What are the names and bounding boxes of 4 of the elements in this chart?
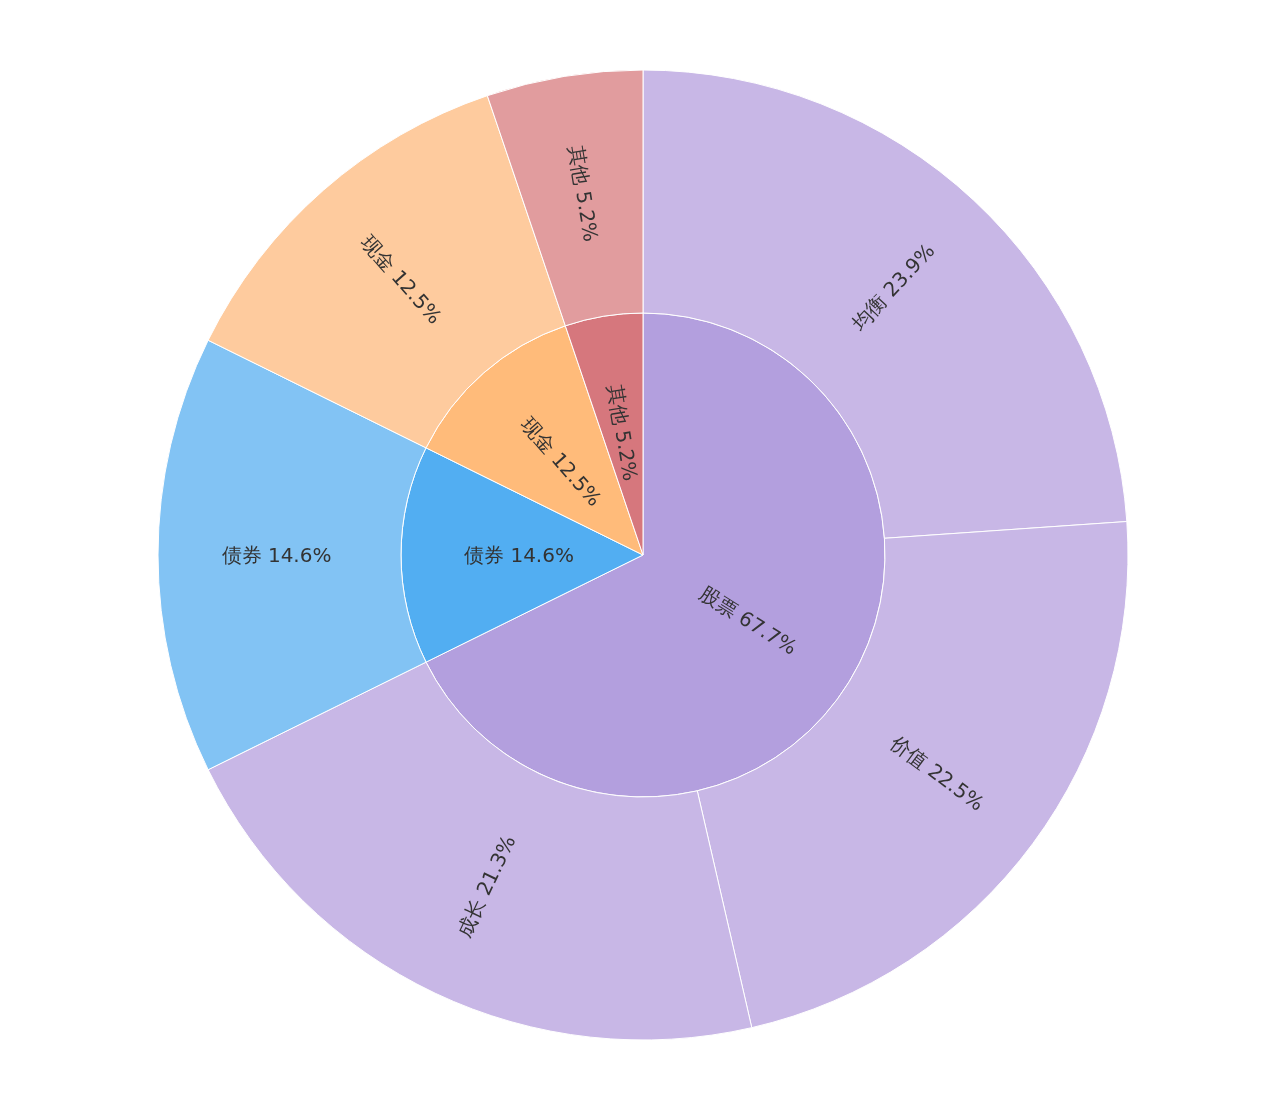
slice-label: 其他 5.2% xyxy=(603,382,643,483)
slice-label: 债券 14.6% xyxy=(221,543,332,567)
slice-label: 其他 5.2% xyxy=(563,143,604,244)
slice-label: 债券 14.6% xyxy=(464,543,574,567)
